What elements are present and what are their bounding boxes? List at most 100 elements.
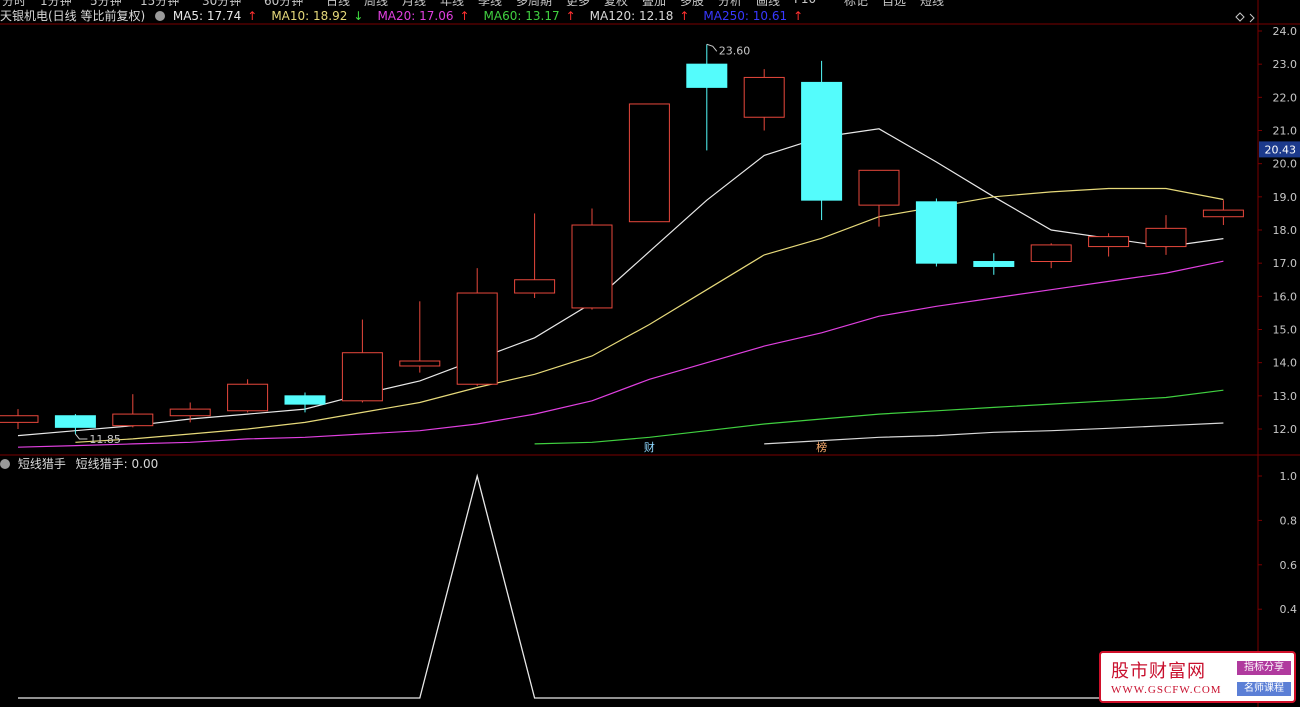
- candle-body: [341, 352, 383, 402]
- toolbar-item[interactable]: 年线: [440, 0, 464, 6]
- price-tick-label: 12.0: [1273, 423, 1298, 436]
- candle-body: [54, 415, 96, 428]
- price-tick-label: 14.0: [1273, 357, 1298, 370]
- candle: [112, 394, 154, 428]
- candle-body: [686, 63, 728, 88]
- watermark-tag-logo: 名师课程: [1237, 682, 1291, 696]
- top-toolbar[interactable]: 分时 1分钟 5分钟 15分钟 30分钟 60分钟 日线 周线 月线 年线 季线 多周期 更多 复权 叠加 多…: [0, 0, 1300, 6]
- price-tick-label: 18.0: [1273, 224, 1298, 237]
- toolbar-item[interactable]: 分时: [2, 0, 26, 6]
- toolbar-item[interactable]: 日线: [326, 0, 350, 6]
- settings-icon[interactable]: [0, 459, 10, 469]
- ma-line: [17, 260, 1224, 448]
- toolbar-item[interactable]: 复权: [604, 0, 628, 6]
- ma-legend-item: MA60: 13.17 ↑: [484, 9, 582, 23]
- candle: [284, 392, 326, 413]
- toolbar-item[interactable]: 分析: [718, 0, 742, 6]
- price-tick-label: 17.0: [1273, 257, 1298, 270]
- ma-legend-label: MA5: 17.74: [172, 9, 242, 23]
- toolbar-item[interactable]: 30分钟: [202, 0, 241, 6]
- candle: [169, 402, 211, 423]
- arrow-up-icon: ↑: [679, 9, 690, 23]
- candle: [399, 301, 441, 373]
- ma-legend-item: MA120: 12.18 ↑: [590, 9, 696, 23]
- candle: [628, 103, 670, 223]
- candle-body: [0, 415, 39, 423]
- candle-body: [514, 279, 556, 294]
- sub-tick-label: 0.6: [1280, 559, 1298, 572]
- event-marker: 财: [644, 440, 655, 454]
- watermark-name-logo: 股市财富网: [1111, 661, 1206, 682]
- candle-body: [1202, 209, 1244, 218]
- price-tick-label: 22.0: [1273, 91, 1298, 104]
- current-price-label: 20.43: [1265, 143, 1297, 156]
- candle-body: [915, 201, 957, 264]
- low-marker: [75, 433, 88, 440]
- toolbar-item[interactable]: 叠加: [642, 0, 666, 6]
- candle: [1030, 243, 1072, 269]
- arrow-down-icon: ↓: [353, 9, 364, 23]
- ma-line: [75, 187, 1224, 443]
- ma-legend-item: MA10: 18.92 ↓: [271, 9, 369, 23]
- price-tick-label: 20.0: [1273, 158, 1298, 171]
- settings-icon[interactable]: [155, 11, 166, 21]
- chevron-right-icon: [1249, 13, 1255, 23]
- candle-body: [1088, 236, 1130, 248]
- high-label: 23.60: [719, 44, 751, 57]
- candle-body: [801, 81, 843, 201]
- toolbar-item[interactable]: 自选: [882, 0, 906, 6]
- ma-line: [534, 389, 1224, 445]
- ma-legend: MA5: 17.74 ↑ MA10: 18.92 ↓ MA20: 17.06 ↑ MA60:…: [173, 9, 817, 23]
- candle: [514, 213, 556, 298]
- candle-body: [284, 395, 326, 405]
- toolbar-item[interactable]: 月线: [402, 0, 426, 6]
- candle-body: [399, 360, 441, 367]
- toolbar-item[interactable]: 更多: [566, 0, 590, 6]
- diamond-icon: [1235, 12, 1245, 22]
- arrow-up-icon: ↑: [793, 9, 804, 23]
- sub-tick-label: 0.4: [1280, 603, 1298, 616]
- toolbar-item[interactable]: 15分钟: [140, 0, 179, 6]
- toolbar-item[interactable]: 60分钟: [264, 0, 303, 6]
- candle: [915, 198, 957, 267]
- toolbar-item[interactable]: 标记: [844, 0, 868, 6]
- sub-tick-label: 0.8: [1280, 514, 1298, 527]
- candle: [54, 414, 96, 434]
- candle: [1088, 233, 1130, 257]
- candle: [858, 169, 900, 227]
- toolbar-item[interactable]: 1分钟: [40, 0, 72, 6]
- sub-indicator-name: 短线猎手: [17, 457, 66, 471]
- arrow-up-icon: ↑: [459, 9, 470, 23]
- candle-body: [571, 224, 613, 309]
- candle: [571, 208, 613, 310]
- ma-legend-item: MA5: 17.74 ↑: [173, 9, 263, 23]
- main-chart-title-bar: 天银机电(日线 等比前复权) MA5: 17.74 ↑ MA10: 18.92 ↓ MA…: [0, 7, 823, 25]
- sub-tick-label: 1.0: [1280, 470, 1298, 483]
- toolbar-item[interactable]: F10: [794, 0, 816, 6]
- toolbar-item[interactable]: 短线: [920, 0, 944, 6]
- candle-body: [227, 383, 269, 412]
- candle-body: [1030, 244, 1072, 263]
- candle-body: [743, 76, 785, 118]
- candle-body: [628, 103, 670, 223]
- toolbar-item[interactable]: 5分钟: [90, 0, 122, 6]
- stock-title: 天银机电(日线 等比前复权): [0, 9, 146, 23]
- candle-body: [1145, 227, 1187, 248]
- candle: [743, 69, 785, 131]
- candle: [0, 409, 39, 429]
- event-marker: 榜: [816, 440, 827, 454]
- toolbar-item[interactable]: 多股: [680, 0, 704, 6]
- price-tick-label: 15.0: [1273, 324, 1298, 337]
- candle: [973, 253, 1015, 275]
- toolbar-item[interactable]: 多周期: [516, 0, 552, 6]
- sub-chart-title-bar: 短线猎手 短线猎手: 0.00: [0, 455, 164, 473]
- toolbar-item[interactable]: 周线: [364, 0, 388, 6]
- watermark-url-logo: WWW.GSCFW.COM: [1111, 684, 1222, 696]
- candle: [801, 60, 843, 221]
- toolbar-item[interactable]: 季线: [478, 0, 502, 6]
- arrow-up-icon: ↑: [247, 9, 258, 23]
- watermark-tag-logo: 指标分享: [1237, 661, 1291, 675]
- candle-body: [456, 292, 498, 385]
- toolbar-item[interactable]: 画线: [756, 0, 780, 6]
